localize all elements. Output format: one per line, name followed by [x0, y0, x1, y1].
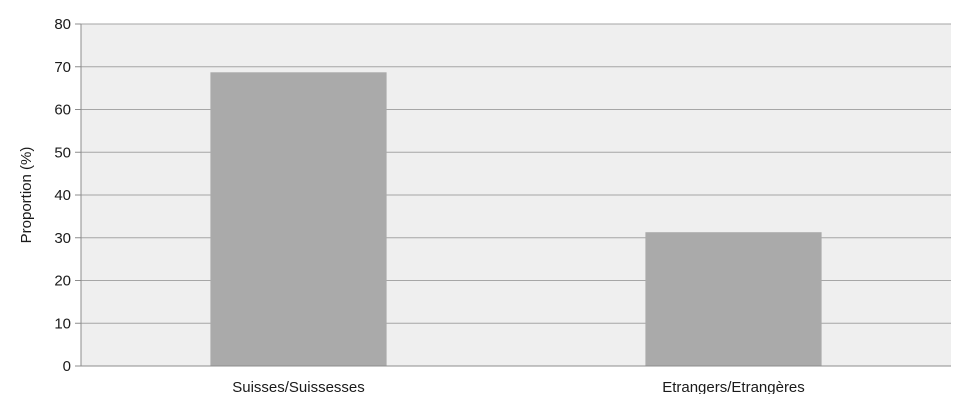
x-category-label: Suisses/Suissesses: [232, 379, 365, 394]
y-tick-label: 70: [54, 59, 71, 76]
y-tick-label: 60: [54, 102, 71, 119]
y-tick-label: 30: [54, 230, 71, 247]
y-tick-label: 40: [54, 187, 71, 204]
x-category-label: Etrangers/Etrangères: [662, 379, 805, 394]
y-tick-label: 80: [54, 16, 71, 33]
bar: [645, 232, 822, 366]
bars: [210, 72, 822, 367]
y-tick-label: 50: [54, 144, 71, 161]
y-tick-label: 0: [63, 358, 71, 375]
y-tick-labels: 0 10 20 30 40 50 60 70 80: [54, 16, 81, 375]
y-tick-label: 20: [54, 273, 71, 290]
y-axis-title: Proportion (%): [18, 147, 35, 244]
bar: [210, 72, 387, 367]
y-tick-label: 10: [54, 315, 71, 332]
x-category-labels: Suisses/Suissesses Etrangers/Etrangères: [232, 379, 805, 394]
